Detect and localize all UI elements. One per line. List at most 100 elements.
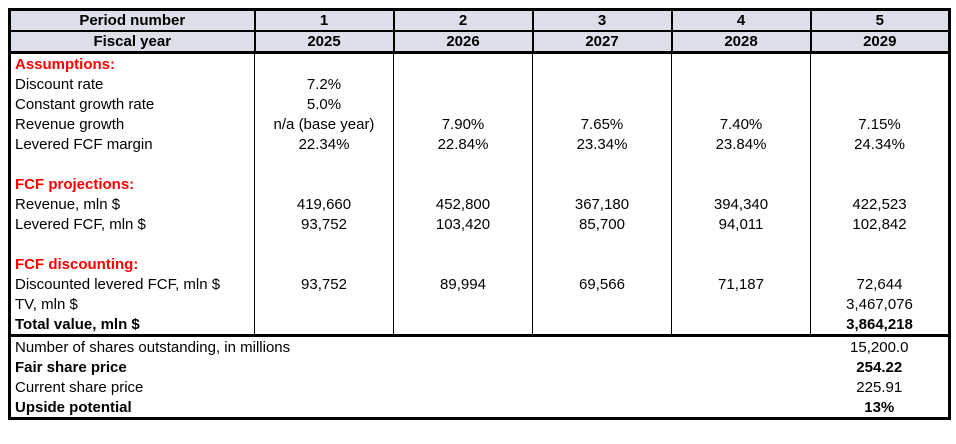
cell: [254, 314, 394, 336]
cell: [532, 314, 672, 336]
cell: [671, 154, 811, 174]
row-label: Levered FCF, mln $: [9, 214, 255, 234]
row-label: Current share price: [15, 378, 144, 396]
cell: 13%: [864, 398, 895, 416]
row-upside-potential: Upside potential 13%: [10, 397, 950, 419]
row-label: Constant growth rate: [9, 94, 255, 114]
cell: [393, 294, 533, 314]
row-label: TV, mln $: [9, 294, 255, 314]
dcf-valuation-table: Period number 1 2 3 4 5 Fiscal year 2025…: [8, 8, 951, 420]
cell: [671, 294, 811, 314]
cell: 94,011: [671, 214, 811, 234]
fiscal-year-label: Fiscal year: [8, 30, 256, 54]
cell: [810, 174, 950, 194]
cell: [254, 154, 394, 174]
cell: [393, 52, 533, 74]
cell: 225.91: [856, 378, 903, 396]
cell: [671, 254, 811, 274]
cell: [532, 254, 672, 274]
cell: [671, 234, 811, 254]
row-discounted-levered-fcf: Discounted levered FCF, mln $ 93,752 89,…: [9, 274, 950, 294]
cell: [393, 314, 533, 336]
row-fiscal-year: Fiscal year 2025 2026 2027 2028 2029: [8, 30, 951, 54]
cell: 7.15%: [810, 114, 950, 134]
row-discount-rate: Discount rate 7.2%: [9, 74, 950, 94]
period-cell: 3: [531, 8, 673, 32]
cell: [671, 52, 811, 74]
section-heading: FCF discounting:: [9, 254, 255, 274]
cell: [254, 294, 394, 314]
cell: 72,644: [810, 274, 950, 294]
cell: 3,467,076: [810, 294, 950, 314]
cell: 24.34%: [810, 134, 950, 154]
cell: [810, 74, 950, 94]
cell: [393, 74, 533, 94]
cell: 89,994: [393, 274, 533, 294]
cell: [254, 254, 394, 274]
period-cell: 1: [253, 8, 395, 32]
row-label: Discounted levered FCF, mln $: [9, 274, 255, 294]
cell: n/a (base year): [254, 114, 394, 134]
cell: 103,420: [393, 214, 533, 234]
cell: [532, 74, 672, 94]
row-label: Revenue growth: [9, 114, 255, 134]
row-levered-fcf: Levered FCF, mln $ 93,752 103,420 85,700…: [9, 214, 950, 234]
cell: [671, 174, 811, 194]
row-fcf-projections-heading: FCF projections:: [9, 174, 950, 194]
cell: 422,523: [810, 194, 950, 214]
cell: 394,340: [671, 194, 811, 214]
row-current-share-price: Current share price 225.91: [10, 377, 950, 397]
cell: [810, 234, 950, 254]
cell: 452,800: [393, 194, 533, 214]
cell: 367,180: [532, 194, 672, 214]
row-shares-outstanding: Number of shares outstanding, in million…: [9, 334, 950, 357]
row-spacer: [9, 234, 950, 254]
cell: [810, 52, 950, 74]
cell: 15,200.0: [810, 334, 950, 357]
cell: 7.65%: [532, 114, 672, 134]
cell: [254, 234, 394, 254]
row-revenue-growth: Revenue growth n/a (base year) 7.90% 7.6…: [9, 114, 950, 134]
row-fair-share-price: Fair share price 254.22: [10, 357, 950, 377]
cell: [671, 74, 811, 94]
period-number-label: Period number: [8, 8, 256, 32]
cell: [254, 174, 394, 194]
fiscal-year-cell: 2027: [531, 30, 673, 54]
cell: 23.34%: [532, 134, 672, 154]
cell: 7.2%: [254, 74, 394, 94]
fiscal-year-cell: 2026: [392, 30, 534, 54]
period-cell: 2: [392, 8, 534, 32]
cell: 22.34%: [254, 134, 394, 154]
row-assumptions-heading: Assumptions:: [9, 52, 950, 74]
cell: [532, 154, 672, 174]
cell: 3,864,218: [810, 314, 950, 336]
row-label: Discount rate: [9, 74, 255, 94]
row-levered-fcf-margin: Levered FCF margin 22.34% 22.84% 23.34% …: [9, 134, 950, 154]
cell: [810, 154, 950, 174]
cell: [532, 234, 672, 254]
cell: [532, 294, 672, 314]
row-spacer: [9, 154, 950, 174]
cell: [532, 94, 672, 114]
cell: 254.22: [856, 358, 903, 376]
cell: [810, 94, 950, 114]
cell: [254, 52, 394, 74]
row-period-number: Period number 1 2 3 4 5: [8, 8, 951, 32]
row-total-value: Total value, mln $ 3,864,218: [9, 314, 950, 336]
cell: [532, 174, 672, 194]
row-label: Total value, mln $: [9, 314, 255, 336]
cell: [393, 254, 533, 274]
row-label: [9, 234, 255, 254]
cell: 93,752: [254, 274, 394, 294]
cell: 85,700: [532, 214, 672, 234]
cell: [671, 94, 811, 114]
period-cell: 5: [809, 8, 951, 32]
row-label: Number of shares outstanding, in million…: [9, 334, 811, 357]
row-label: Upside potential: [15, 398, 132, 416]
cell: [393, 234, 533, 254]
row-label: Levered FCF margin: [9, 134, 255, 154]
row-label: Fair share price: [15, 358, 127, 376]
cell: 102,842: [810, 214, 950, 234]
section-heading: FCF projections:: [9, 174, 255, 194]
cell: 71,187: [671, 274, 811, 294]
